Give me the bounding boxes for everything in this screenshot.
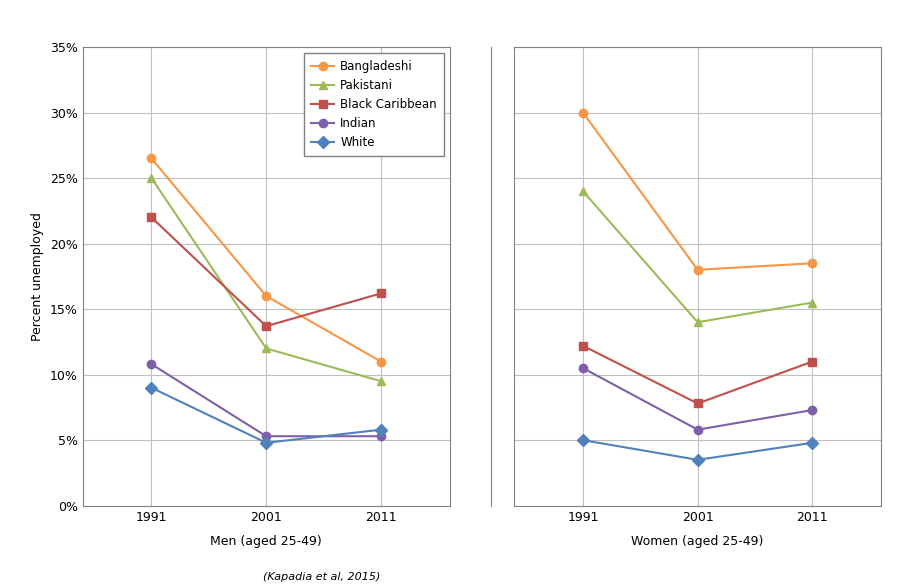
Legend: Bangladeshi, Pakistani, Black Caribbean, Indian, White: Bangladeshi, Pakistani, Black Caribbean,… [304, 53, 444, 156]
X-axis label: Men (aged 25-49): Men (aged 25-49) [210, 534, 322, 547]
Y-axis label: Percent unemployed: Percent unemployed [31, 212, 44, 341]
X-axis label: Women (aged 25-49): Women (aged 25-49) [632, 534, 764, 547]
Text: (Kapadia et al, 2015): (Kapadia et al, 2015) [263, 572, 380, 582]
